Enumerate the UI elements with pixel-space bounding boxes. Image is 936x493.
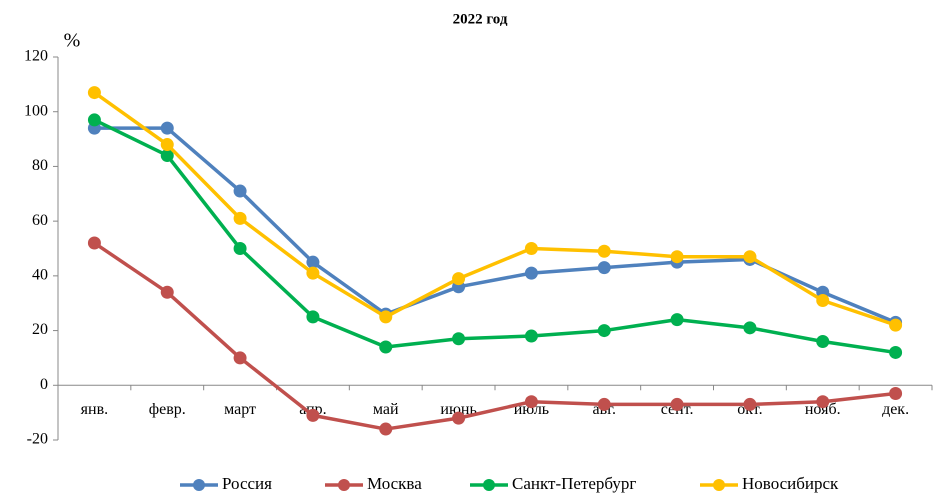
- x-tick-label: дек.: [882, 401, 909, 418]
- point: [452, 411, 466, 425]
- point: [160, 148, 174, 162]
- point: [597, 324, 611, 338]
- point: [670, 250, 684, 264]
- y-tick-label: -20: [27, 431, 48, 448]
- legend-marker: [338, 479, 350, 491]
- point: [306, 266, 320, 280]
- y-tick-label: 40: [32, 267, 48, 284]
- y-tick-label: 0: [40, 376, 48, 393]
- legend-marker: [713, 479, 725, 491]
- legend-label: Россия: [222, 474, 272, 493]
- y-tick-label: 120: [24, 48, 48, 65]
- point: [379, 310, 393, 324]
- y-tick-label: 60: [32, 212, 48, 229]
- legend-marker: [193, 479, 205, 491]
- x-tick-label: февр.: [149, 401, 186, 418]
- point: [524, 329, 538, 343]
- point: [87, 113, 101, 127]
- point: [816, 293, 830, 307]
- point: [524, 242, 538, 255]
- x-tick-label: май: [373, 401, 399, 418]
- point: [743, 321, 757, 335]
- point: [524, 395, 538, 409]
- legend-label: Новосибирск: [742, 474, 839, 493]
- point: [379, 422, 393, 436]
- x-tick-label: июнь: [440, 401, 476, 418]
- point: [233, 351, 247, 365]
- y-tick-label: 80: [32, 157, 48, 174]
- series-line: [93, 91, 897, 327]
- point: [160, 138, 174, 152]
- series-line: [94, 126, 897, 324]
- point: [306, 310, 320, 324]
- point: [743, 250, 757, 264]
- point: [597, 397, 611, 411]
- point: [597, 261, 611, 275]
- y-axis-label: %: [64, 30, 81, 52]
- point: [889, 386, 903, 400]
- point: [233, 211, 247, 225]
- point: [889, 318, 903, 332]
- y-tick-label: 100: [24, 102, 48, 119]
- point: [743, 397, 757, 411]
- point: [452, 332, 466, 346]
- point: [597, 244, 611, 258]
- series-line: [93, 241, 896, 431]
- x-tick-label: нояб.: [805, 401, 841, 418]
- series-line: [93, 118, 896, 355]
- x-tick-label: янв.: [81, 401, 108, 418]
- point: [160, 285, 174, 299]
- point: [233, 184, 247, 198]
- x-tick-label: март: [224, 401, 256, 418]
- point: [452, 272, 466, 286]
- point: [379, 340, 393, 354]
- point: [889, 345, 903, 359]
- chart-title: 2022 год: [453, 11, 508, 27]
- legend-marker: [483, 479, 495, 491]
- y-tick-label: 20: [32, 321, 48, 338]
- point: [87, 236, 101, 250]
- point: [670, 397, 684, 411]
- point: [306, 408, 320, 422]
- point: [160, 121, 174, 135]
- legend-label: Санкт-Петербург: [512, 474, 636, 493]
- point: [816, 395, 830, 409]
- point: [306, 255, 320, 269]
- point: [524, 266, 538, 280]
- point: [233, 242, 247, 255]
- point: [816, 335, 830, 349]
- point: [87, 86, 101, 100]
- legend-label: Москва: [367, 474, 422, 493]
- point: [670, 313, 684, 327]
